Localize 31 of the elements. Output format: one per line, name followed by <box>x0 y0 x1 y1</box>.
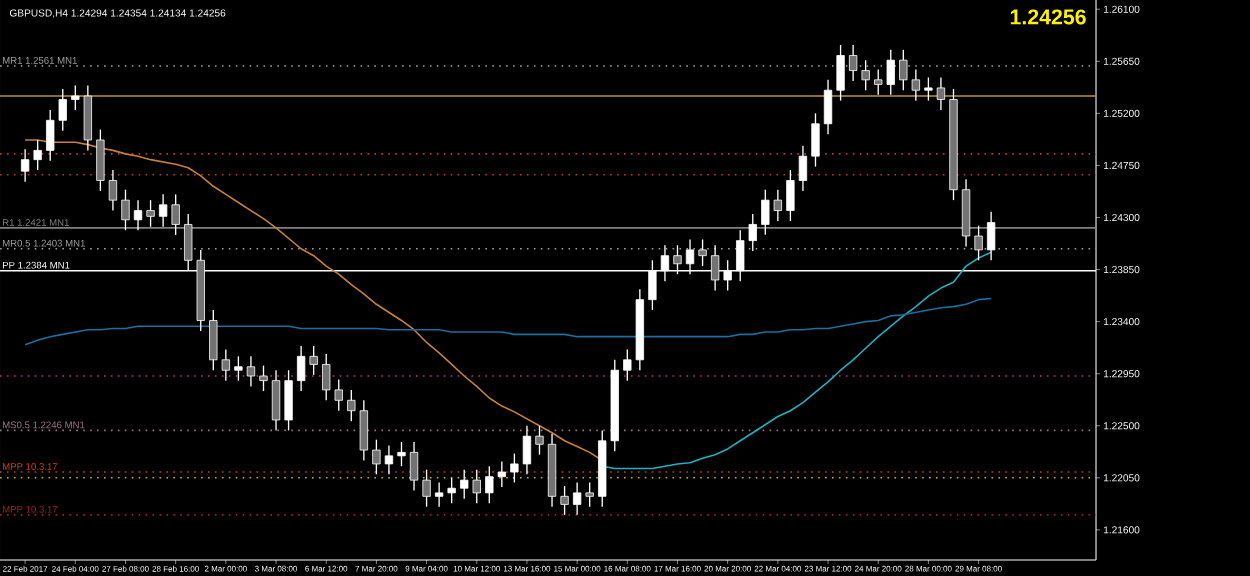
candlestick <box>986 211 996 261</box>
candlestick <box>121 189 130 231</box>
candlestick <box>284 369 293 432</box>
candlestick <box>234 355 243 382</box>
candlestick <box>108 169 118 212</box>
candlestick <box>133 199 143 231</box>
candlestick <box>146 199 155 228</box>
candlestick <box>384 444 394 476</box>
candlestick <box>397 441 406 467</box>
candlestick <box>271 369 281 432</box>
candlestick <box>422 469 431 508</box>
candlestick <box>786 169 795 222</box>
candlestick <box>372 438 381 476</box>
candlestick <box>936 76 946 111</box>
text: 1.24256 <box>1010 9 1086 25</box>
candlestick <box>522 425 532 476</box>
candlestick <box>246 355 256 388</box>
candlestick <box>259 364 268 392</box>
candlestick <box>560 485 569 516</box>
candlestick <box>535 425 544 456</box>
candlestick <box>698 238 707 267</box>
candlestick <box>96 128 105 192</box>
candlestick <box>924 76 933 102</box>
candlestick <box>823 79 833 135</box>
candlestick <box>510 452 519 484</box>
candlestick <box>798 145 808 192</box>
candlestick <box>836 44 845 102</box>
candlestick <box>811 112 820 168</box>
candlestick <box>409 441 419 492</box>
candlestick <box>961 178 971 248</box>
candlestick <box>974 224 983 261</box>
